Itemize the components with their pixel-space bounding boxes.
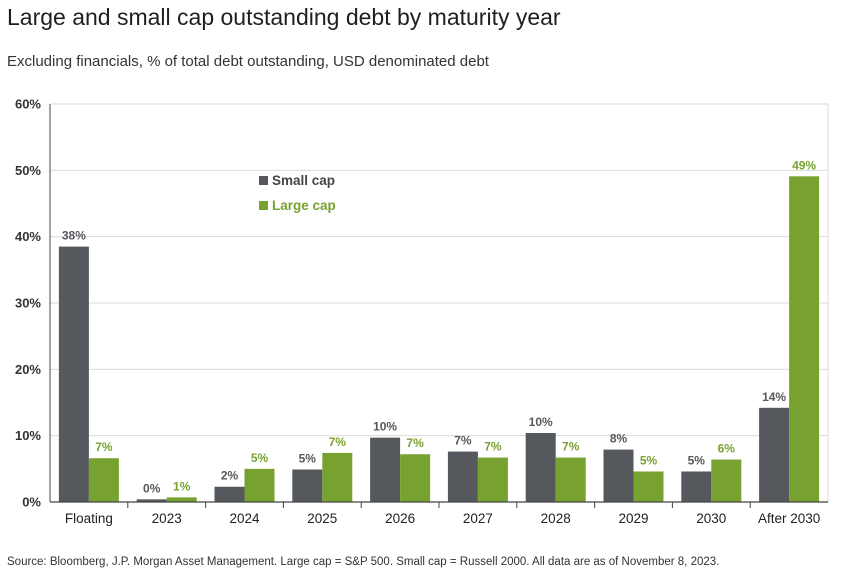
bar-small-cap	[681, 471, 712, 502]
data-label-large-cap: 7%	[329, 435, 347, 449]
chart-subtitle: Excluding financials, % of total debt ou…	[7, 53, 489, 70]
data-label-large-cap: 7%	[484, 440, 502, 454]
x-tick-label: 2029	[618, 511, 648, 526]
y-axis-ticks: 0% 10% 20% 30% 40% 50% 60%	[15, 97, 41, 510]
data-label-large-cap: 5%	[251, 451, 269, 465]
bars	[58, 176, 820, 502]
data-label-small-cap: 5%	[688, 453, 706, 467]
x-tick-label: Floating	[65, 511, 113, 526]
bar-small-cap	[58, 246, 89, 502]
bar-large-cap	[400, 454, 431, 502]
data-label-small-cap: 0%	[143, 481, 161, 495]
legend-swatch	[259, 176, 268, 185]
data-label-large-cap: 1%	[173, 479, 191, 493]
legend: Small cap Large cap	[259, 173, 336, 213]
data-label-small-cap: 5%	[299, 451, 317, 465]
data-label-small-cap: 2%	[221, 469, 239, 483]
y-tick-label: 40%	[15, 229, 41, 244]
bar-small-cap	[370, 437, 401, 502]
data-label-large-cap: 6%	[718, 442, 736, 456]
bar-large-cap	[244, 468, 275, 502]
bar-small-cap	[603, 449, 634, 502]
data-label-large-cap: 49%	[792, 158, 816, 172]
data-label-small-cap: 10%	[529, 415, 553, 429]
bar-large-cap	[477, 457, 508, 502]
gridlines	[50, 103, 828, 437]
y-tick-label: 60%	[15, 97, 41, 112]
x-tick-label: 2030	[696, 511, 726, 526]
bar-small-cap	[447, 451, 478, 502]
bar-large-cap	[166, 497, 197, 502]
bar-large-cap	[322, 452, 353, 502]
bar-large-cap	[711, 459, 742, 502]
x-tick-label: After 2030	[758, 511, 820, 526]
x-tick-label: 2024	[229, 511, 260, 526]
data-label-small-cap: 10%	[373, 420, 397, 434]
data-label-small-cap: 38%	[62, 229, 86, 243]
x-tick-label: 2027	[463, 511, 493, 526]
y-tick-label: 50%	[15, 163, 41, 178]
x-tick-label: 2023	[152, 511, 182, 526]
chart-title: Large and small cap outstanding debt by …	[7, 4, 561, 30]
x-tick-label: 2026	[385, 511, 415, 526]
x-tick-label: 2028	[541, 511, 571, 526]
data-label-small-cap: 8%	[610, 432, 628, 446]
x-tick-label: 2025	[307, 511, 337, 526]
bar-large-cap	[789, 176, 820, 502]
bar-large-cap	[88, 458, 119, 502]
data-label-large-cap: 7%	[406, 436, 424, 450]
bar-small-cap	[759, 407, 790, 502]
data-label-large-cap: 5%	[640, 453, 658, 467]
data-label-large-cap: 7%	[562, 440, 580, 454]
data-label-small-cap: 7%	[454, 434, 472, 448]
data-label-large-cap: 7%	[95, 440, 113, 454]
bar-large-cap	[633, 471, 664, 502]
y-tick-label: 0%	[22, 495, 41, 510]
y-tick-label: 20%	[15, 362, 41, 377]
bar-small-cap	[292, 469, 323, 502]
bar-small-cap	[136, 499, 167, 502]
y-tick-label: 30%	[15, 296, 41, 311]
source-note: Source: Bloomberg, J.P. Morgan Asset Man…	[7, 556, 720, 568]
bar-small-cap	[214, 486, 245, 502]
bar-large-cap	[555, 457, 586, 502]
x-axis: Floating 2023 2024 2025 2026 2027 2028 2029 2030…	[49, 104, 829, 526]
legend-label: Small cap	[272, 173, 335, 188]
y-tick-label: 10%	[15, 428, 41, 443]
legend-swatch	[259, 201, 268, 210]
data-label-small-cap: 14%	[762, 390, 786, 404]
legend-label: Large cap	[272, 198, 336, 213]
data-labels: 38% 7% 0% 1% 2% 5% 5% 7% 10% 7% 7% 7% 10% 7% 8% 5% 5% 6% 1…	[62, 158, 817, 495]
bar-small-cap	[525, 433, 556, 502]
